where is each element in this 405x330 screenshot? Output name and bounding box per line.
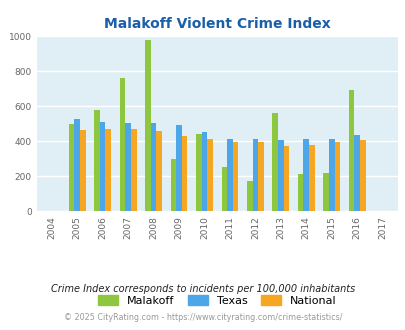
Bar xyxy=(277,140,283,211)
Bar xyxy=(252,140,258,211)
Bar xyxy=(74,118,80,211)
Bar xyxy=(328,139,334,211)
Bar xyxy=(272,113,277,211)
Bar xyxy=(145,40,150,211)
Title: Malakoff Violent Crime Index: Malakoff Violent Crime Index xyxy=(104,17,330,31)
Bar xyxy=(303,140,308,211)
Bar xyxy=(196,134,201,211)
Bar xyxy=(221,168,226,211)
Bar xyxy=(226,140,232,211)
Bar xyxy=(232,142,238,211)
Bar xyxy=(201,132,207,211)
Bar xyxy=(170,159,176,211)
Bar xyxy=(297,174,303,211)
Bar xyxy=(354,135,359,211)
Bar xyxy=(131,129,136,211)
Text: © 2025 CityRating.com - https://www.cityrating.com/crime-statistics/: © 2025 CityRating.com - https://www.city… xyxy=(64,313,341,322)
Bar xyxy=(181,136,187,211)
Bar xyxy=(150,123,156,211)
Bar xyxy=(69,124,74,211)
Bar xyxy=(322,173,328,211)
Bar xyxy=(258,142,263,211)
Bar xyxy=(246,182,252,211)
Bar xyxy=(207,140,212,211)
Text: Crime Index corresponds to incidents per 100,000 inhabitants: Crime Index corresponds to incidents per… xyxy=(51,284,354,294)
Bar xyxy=(119,78,125,211)
Bar xyxy=(94,110,100,211)
Bar xyxy=(80,130,85,211)
Bar xyxy=(334,142,339,211)
Bar xyxy=(359,140,364,211)
Bar xyxy=(283,147,288,211)
Bar xyxy=(125,123,131,211)
Bar xyxy=(348,90,354,211)
Bar xyxy=(100,122,105,211)
Bar xyxy=(176,125,181,211)
Legend: Malakoff, Texas, National: Malakoff, Texas, National xyxy=(98,295,335,306)
Bar xyxy=(156,131,162,211)
Bar xyxy=(105,129,111,211)
Bar xyxy=(308,145,314,211)
